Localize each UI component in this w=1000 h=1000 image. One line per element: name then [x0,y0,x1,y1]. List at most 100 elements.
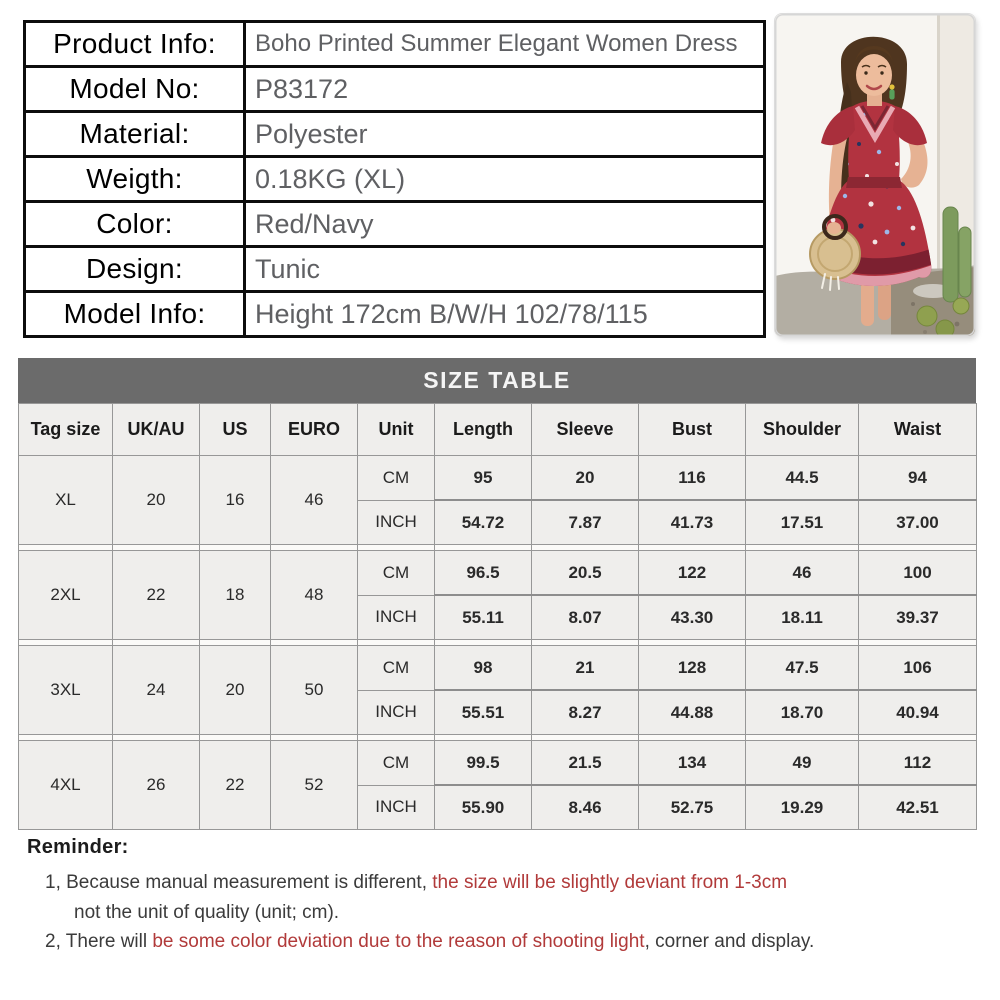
sleeve-inch: 8.27 [531,689,639,735]
waist-cm: 100 [858,550,977,596]
unit-inch-cell: INCH [357,689,435,735]
uk-au-cell: 22 [112,550,200,640]
reminder-line-3: 2, There will be some color deviation du… [27,927,982,957]
col-header-tag-size: Tag size [18,403,113,456]
info-row: Color: Red/Navy [23,200,766,248]
bust-inch: 52.75 [638,784,746,830]
tassel-earring [889,84,895,100]
col-header-bust: Bust [638,403,746,456]
info-value: Polyester [243,110,766,158]
info-value: Red/Navy [243,200,766,248]
product-photo [775,14,975,336]
length-inch: 55.90 [434,784,532,830]
waist-cm: 106 [858,645,977,691]
euro-cell: 48 [270,550,358,640]
face [856,54,892,96]
reminder-section: Reminder: 1, Because manual measurement … [27,836,982,957]
unit-cm-cell: CM [357,550,435,596]
product-info-table: Product Info: Boho Printed Summer Elegan… [23,20,766,338]
waist-inch: 40.94 [858,689,977,735]
info-label: Model No: [23,65,246,113]
col-header-length: Length [434,403,532,456]
col-header-unit: Unit [357,403,435,456]
col-header-euro: EURO [270,403,358,456]
tag-size-cell: 3XL [18,645,113,735]
size-table-title: SIZE TABLE [18,358,976,403]
reminder-text: 2, There will [45,931,153,952]
bust-inch: 43.30 [638,594,746,640]
reminder-title: Reminder: [27,836,129,858]
size-table-section: SIZE TABLE Tag size UK/AU US EURO Unit L… [18,358,977,830]
uk-au-cell: 20 [112,455,200,545]
info-label: Material: [23,110,246,158]
col-header-uk-au: UK/AU [112,403,200,456]
length-cm: 98 [434,645,532,691]
info-label: Model Info: [23,290,246,338]
length-cm: 95 [434,455,532,501]
size-row-4xl-cm: 4XL 26 22 52 CM 99.5 21.5 134 49 112 [18,740,977,830]
bust-cm: 122 [638,550,746,596]
sleeve-cm: 20.5 [531,550,639,596]
us-cell: 16 [199,455,271,545]
us-cell: 22 [199,740,271,830]
sleeve-inch: 8.07 [531,594,639,640]
col-header-waist: Waist [858,403,977,456]
size-table: Tag size UK/AU US EURO Unit Length Sleev… [18,403,977,830]
size-row-xl-cm: XL 20 16 46 CM 95 20 116 44.5 94 [18,455,977,545]
shoulder-cm: 46 [745,550,859,596]
tag-size-cell: 4XL [18,740,113,830]
info-row: Material: Polyester [23,110,766,158]
reminder-text: 1, Because manual measurement is differe… [45,872,433,893]
shoulder-inch: 17.51 [745,499,859,545]
unit-inch-cell: INCH [357,594,435,640]
length-cm: 96.5 [434,550,532,596]
size-row-2xl-cm: 2XL 22 18 48 CM 96.5 20.5 122 46 100 [18,550,977,640]
shoulder-cm: 47.5 [745,645,859,691]
uk-au-cell: 24 [112,645,200,735]
info-value: Boho Printed Summer Elegant Women Dress [243,20,766,68]
reminder-highlight: be some color deviation due to the reaso… [152,931,645,952]
sleeve-inch: 8.46 [531,784,639,830]
info-row: Weigth: 0.18KG (XL) [23,155,766,203]
length-inch: 55.11 [434,594,532,640]
length-inch: 54.72 [434,499,532,545]
unit-cm-cell: CM [357,645,435,691]
col-header-shoulder: Shoulder [745,403,859,456]
info-row: Model Info: Height 172cm B/W/H 102/78/11… [23,290,766,338]
unit-inch-cell: INCH [357,499,435,545]
group-gap-row [18,639,977,646]
sleeve-cm: 20 [531,455,639,501]
info-value: Tunic [243,245,766,293]
info-label: Design: [23,245,246,293]
cactus-shape [916,206,972,336]
size-row-4xl-inch: INCH 55.90 8.46 52.75 19.29 42.51 [19,784,977,830]
reminder-line-2: not the unit of quality (unit; cm). [74,901,340,923]
info-label: Color: [23,200,246,248]
shoulder-inch: 18.70 [745,689,859,735]
info-row: Design: Tunic [23,245,766,293]
info-label: Weigth: [23,155,246,203]
length-inch: 55.51 [434,689,532,735]
info-label: Product Info: [23,20,246,68]
col-header-us: US [199,403,271,456]
shoulder-inch: 18.11 [745,594,859,640]
euro-cell: 52 [270,740,358,830]
waist-inch: 39.37 [858,594,977,640]
info-row: Model No: P83172 [23,65,766,113]
unit-inch-cell: INCH [357,784,435,830]
bust-cm: 134 [638,740,746,786]
reminder-highlight: the size will be slightly deviant from 1… [432,872,788,893]
shoulder-cm: 44.5 [745,455,859,501]
size-table-header-row: Tag size UK/AU US EURO Unit Length Sleev… [18,403,977,456]
info-value: P83172 [243,65,766,113]
straw-bag [809,214,861,291]
bust-inch: 41.73 [638,499,746,545]
uk-au-cell: 26 [112,740,200,830]
size-row-xl-inch: INCH 54.72 7.87 41.73 17.51 37.00 [19,499,977,545]
size-row-3xl-cm: 3XL 24 20 50 CM 98 21 128 47.5 106 [18,645,977,735]
shoulder-cm: 49 [745,740,859,786]
waist-inch: 37.00 [858,499,977,545]
shoulder-inch: 19.29 [745,784,859,830]
bust-cm: 116 [638,455,746,501]
tag-size-cell: 2XL [18,550,113,640]
